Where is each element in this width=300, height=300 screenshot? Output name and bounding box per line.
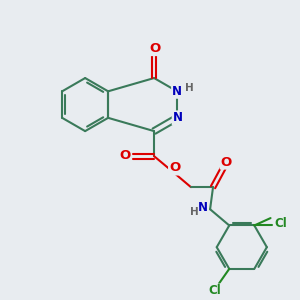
- Text: Cl: Cl: [208, 284, 221, 298]
- Text: O: O: [169, 161, 180, 175]
- Text: N: N: [172, 85, 182, 98]
- Text: N: N: [172, 111, 183, 124]
- Text: Cl: Cl: [274, 218, 287, 230]
- Text: N: N: [198, 201, 208, 214]
- Text: O: O: [221, 156, 232, 169]
- Text: O: O: [149, 42, 160, 55]
- Text: O: O: [120, 149, 131, 162]
- Text: H: H: [190, 207, 198, 217]
- Text: H: H: [185, 83, 194, 93]
